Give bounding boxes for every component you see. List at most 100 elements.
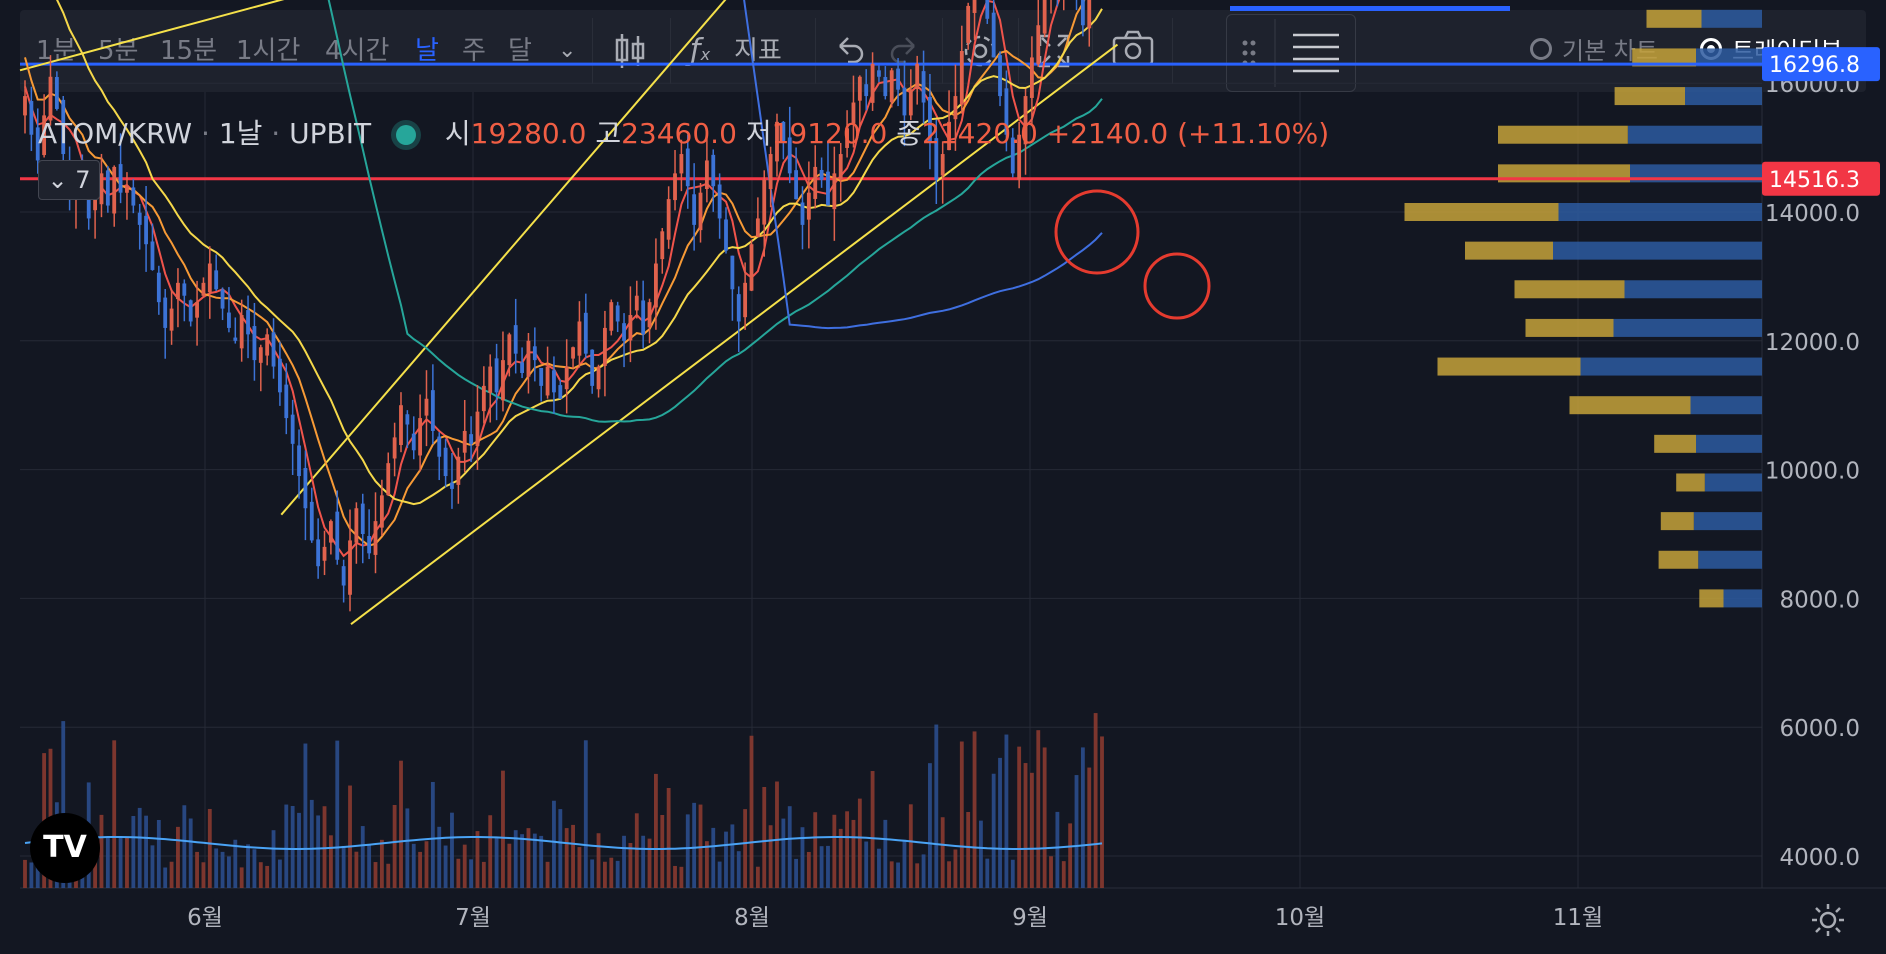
- candle-body: [195, 302, 199, 318]
- candle-body: [150, 241, 155, 270]
- volume-bar: [972, 731, 977, 888]
- vp-bar-down: [1627, 125, 1762, 144]
- y-tick-label: 12000.0: [1765, 330, 1860, 356]
- tradingview-radio[interactable]: 트레이딩뷰: [1700, 10, 1842, 92]
- volume-bar: [571, 824, 575, 888]
- volume-bar: [328, 835, 333, 888]
- candle-body: [577, 321, 582, 356]
- candle-body: [105, 170, 110, 206]
- undo-icon[interactable]: [832, 10, 866, 92]
- volume-bar: [692, 802, 697, 888]
- y-tick-label: 14000.0: [1765, 201, 1860, 227]
- candle-body: [118, 164, 123, 193]
- candle-body: [615, 305, 620, 322]
- volume-bar: [966, 812, 971, 888]
- timeframe-1m[interactable]: 1분: [36, 36, 77, 66]
- fullscreen-icon[interactable]: [1034, 10, 1074, 92]
- candle-body: [188, 300, 193, 322]
- volume-bar: [915, 863, 920, 888]
- redo-icon[interactable]: [888, 10, 922, 92]
- volume-bar: [991, 773, 996, 888]
- x-tick-label: 9월: [1012, 905, 1048, 931]
- chevron-down-icon: ⌄: [47, 166, 68, 194]
- volume-bar: [673, 865, 677, 888]
- volume-bar: [360, 826, 365, 888]
- camera-icon[interactable]: [1110, 10, 1156, 92]
- volume-bar: [660, 815, 665, 888]
- volume-bar: [953, 849, 958, 888]
- volume-bar: [864, 841, 869, 888]
- volume-bar: [227, 856, 231, 888]
- timeframe-dropdown-chevron-icon[interactable]: ⌄: [558, 38, 577, 63]
- volume-bar: [979, 820, 983, 888]
- candle-body: [571, 347, 575, 359]
- candle-body: [826, 171, 830, 206]
- volume-bar: [379, 839, 384, 888]
- volume-bar: [156, 819, 161, 888]
- y-axis: 4000.0 6000.0 8000.0 10000.0 12000.0 14000.0 1…: [1761, 72, 1860, 888]
- volume-bar: [724, 831, 728, 888]
- volume-bar: [1087, 767, 1092, 888]
- timeframe-4h[interactable]: 4시간: [325, 36, 390, 66]
- timeframe-1h[interactable]: 1시간: [236, 36, 301, 66]
- timeframe-month[interactable]: 달: [508, 36, 532, 66]
- volume-bar: [112, 740, 117, 888]
- volume-bar: [717, 861, 722, 888]
- indicators-button[interactable]: 지표: [734, 36, 782, 66]
- volume-bar: [819, 846, 824, 888]
- volume-bar: [201, 862, 206, 888]
- volume-bar: [552, 800, 556, 888]
- volume-bar: [609, 857, 614, 888]
- volume-bar: [386, 863, 391, 888]
- candle-body: [450, 482, 454, 489]
- candle-body: [418, 418, 423, 456]
- vp-bar-down: [1558, 203, 1762, 221]
- volume-bar: [532, 833, 537, 888]
- candle-body: [322, 546, 327, 561]
- drawing-toolbar-float[interactable]: [1226, 14, 1356, 92]
- basic-chart-radio[interactable]: 기본 차트: [1530, 10, 1658, 92]
- tradingview-logo-icon[interactable]: TV: [30, 813, 100, 883]
- vp-bar-down: [1698, 550, 1762, 569]
- candle-body: [424, 398, 429, 416]
- candle-body: [316, 539, 321, 567]
- volume-bar: [800, 827, 805, 888]
- indicators-fx-icon[interactable]: ƒx: [690, 33, 711, 68]
- timeframe-5m[interactable]: 5분: [98, 36, 139, 66]
- volume-bar: [679, 866, 684, 888]
- candle-body: [711, 154, 716, 187]
- volume-bar: [813, 812, 818, 888]
- volume-bar: [666, 787, 671, 888]
- candle-body: [717, 184, 722, 219]
- timeframe-week[interactable]: 주: [462, 36, 486, 66]
- low-label: 저: [745, 117, 772, 150]
- volume-bar: [928, 763, 932, 888]
- candle-body: [297, 445, 301, 477]
- settings-gear-icon[interactable]: [958, 10, 1002, 92]
- candle-body: [743, 282, 748, 318]
- timeframe-15m[interactable]: 15분: [160, 36, 218, 66]
- indicators-collapse-button[interactable]: ⌄ 7: [38, 160, 100, 200]
- volume-bar: [176, 826, 180, 888]
- volume-bar: [998, 757, 1002, 888]
- volume-bar: [603, 861, 607, 888]
- volume-bar: [1010, 859, 1015, 888]
- candle-body: [749, 244, 754, 291]
- candle-body: [481, 385, 486, 412]
- chart-legend: ATOM/KRW · 1날 · UPBIT 시19280.0 고23460.0 …: [38, 117, 1330, 150]
- candle-body: [201, 282, 206, 296]
- volume-bar: [526, 828, 531, 888]
- change-pct-value: (+11.10%): [1177, 117, 1330, 150]
- vp-bar-down: [1693, 512, 1762, 531]
- candle-body: [443, 447, 448, 477]
- volume-bar: [411, 843, 416, 888]
- close-label: 종: [896, 117, 923, 150]
- candle-body: [724, 219, 728, 251]
- candle-body: [494, 358, 499, 393]
- candle-style-icon[interactable]: [612, 10, 648, 92]
- axis-settings-sun-icon[interactable]: [1808, 900, 1848, 940]
- vp-bar-up: [1569, 396, 1691, 415]
- volume-bar: [430, 781, 435, 888]
- open-value: 19280.0: [470, 117, 587, 150]
- timeframe-day[interactable]: 날: [415, 36, 439, 66]
